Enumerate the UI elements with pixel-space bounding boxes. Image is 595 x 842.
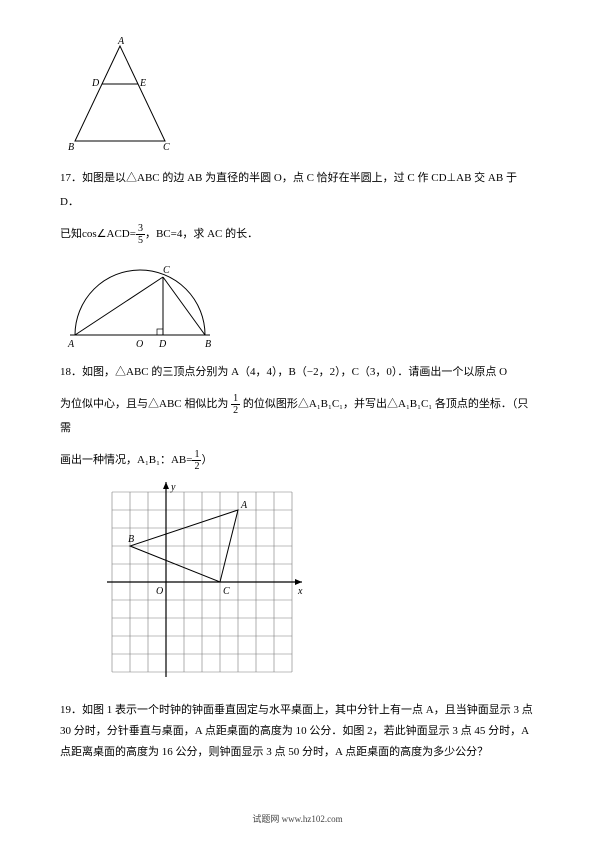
page-footer: 试题网 www.hz102.com (0, 810, 595, 830)
q18-pre: 为位似中心，且与△ABC 相似比为 (60, 398, 231, 410)
q18-line3: 画出一种情况，A₁B₁：AB=12） (60, 448, 535, 472)
sc-B: B (205, 339, 211, 350)
figure-grid: A B C Oy x (100, 480, 535, 690)
label-C: C (163, 142, 170, 153)
svg-text:x: x (297, 586, 303, 597)
q17-mid: ，BC=4，求 AC 的长． (145, 228, 258, 240)
sc-D: D (158, 339, 167, 350)
triangle-svg: A D E B C (60, 36, 180, 156)
q17-line1: 17．如图是以△ABC 的边 AB 为直径的半圆 O，点 C 恰好在半圆上，过 … (60, 166, 535, 214)
label-D: D (91, 78, 100, 89)
sc-C: C (163, 265, 170, 276)
figure-triangle: A D E B C (60, 36, 535, 156)
label-B: B (68, 142, 74, 153)
figure-semicircle: A B C D O (60, 255, 535, 350)
label-A: A (117, 36, 125, 47)
grid-svg: A B C Oy x (100, 480, 320, 690)
q18-c-pre: 画出一种情况，A₁B₁：AB= (60, 454, 192, 466)
svg-text:B: B (128, 534, 134, 545)
label-E: E (139, 78, 146, 89)
q17-frac: 35 (136, 223, 145, 246)
svg-text:O: O (156, 586, 163, 597)
q17-pre: 已知cos∠ACD= (60, 228, 136, 240)
q19-text: 19．如图 1 表示一个时钟的钟面垂直固定与水平桌面上，其中分针上有一点 A，且… (60, 700, 535, 763)
sc-A: A (67, 339, 75, 350)
semicircle-svg: A B C D O (60, 255, 230, 350)
q18-line2: 为位似中心，且与△ABC 相似比为 12 的位似图形△A₁B₁C₁，并写出△A₁… (60, 392, 535, 440)
sc-O: O (136, 339, 143, 350)
q18-c-post: ） (201, 454, 212, 466)
svg-text:C: C (223, 586, 230, 597)
q18-frac1: 12 (231, 393, 240, 416)
svg-text:A: A (240, 500, 248, 511)
svg-text:y: y (170, 482, 176, 493)
q18-line1: 18．如图，△ABC 的三顶点分别为 A（4，4），B（−2，2），C（3，0）… (60, 360, 535, 384)
q17-line2: 已知cos∠ACD=35，BC=4，求 AC 的长． (60, 222, 535, 246)
